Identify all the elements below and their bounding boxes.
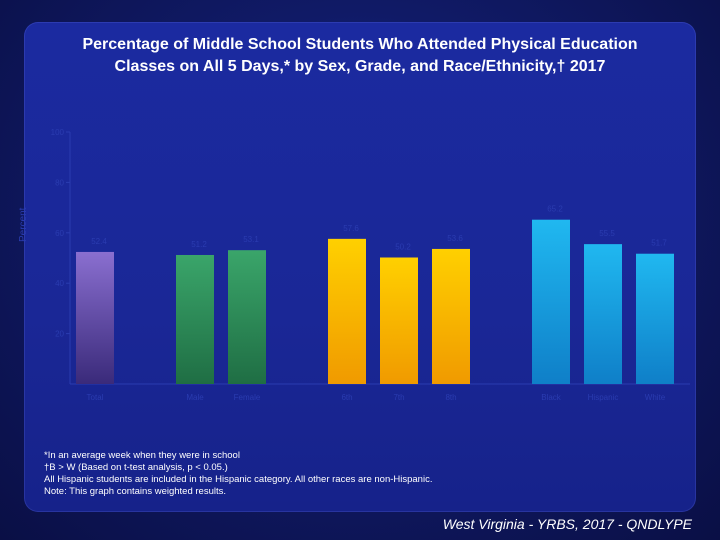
data-label: 53.6 bbox=[447, 234, 463, 243]
bar-black bbox=[532, 219, 570, 384]
data-label: 53.1 bbox=[243, 235, 259, 244]
y-tick-label: 100 bbox=[51, 128, 65, 137]
category-label: 7th bbox=[393, 393, 404, 402]
bar-female bbox=[228, 250, 266, 384]
bar-white bbox=[636, 253, 674, 384]
source-caption: West Virginia - YRBS, 2017 - QNDLYPE bbox=[442, 516, 692, 532]
bar-hispanic bbox=[584, 244, 622, 384]
footnote-4: Note: This graph contains weighted resul… bbox=[44, 486, 227, 497]
category-label: Hispanic bbox=[588, 393, 619, 402]
category-label: Male bbox=[186, 393, 204, 402]
category-label: 8th bbox=[445, 393, 456, 402]
data-label: 51.2 bbox=[191, 240, 207, 249]
data-label: 55.5 bbox=[599, 229, 615, 238]
data-label: 51.7 bbox=[651, 239, 667, 248]
chart-title-line-1: Percentage of Middle School Students Who… bbox=[82, 36, 638, 53]
y-tick-label: 40 bbox=[55, 279, 64, 288]
bar-total bbox=[76, 251, 114, 384]
data-label: 65.2 bbox=[547, 205, 563, 214]
bar-7th bbox=[380, 257, 418, 384]
chart-title-line-2: Classes on All 5 Days,* by Sex, Grade, a… bbox=[114, 58, 606, 75]
category-label: Total bbox=[87, 393, 104, 402]
y-tick-label: 80 bbox=[55, 178, 64, 187]
bar-male bbox=[176, 254, 214, 384]
category-label: White bbox=[645, 393, 666, 402]
footnote-3: All Hispanic students are included in th… bbox=[44, 474, 433, 485]
chart-title: Percentage of Middle School Students Who… bbox=[30, 34, 690, 78]
data-label: 52.4 bbox=[91, 237, 107, 246]
category-label: Black bbox=[541, 393, 562, 402]
data-label: 57.6 bbox=[343, 224, 359, 233]
footnote-2: †B > W (Based on t-test analysis, p < 0.… bbox=[44, 462, 228, 473]
bar-6th bbox=[328, 238, 366, 384]
bar-8th bbox=[432, 248, 470, 384]
category-label: Female bbox=[234, 393, 261, 402]
footnotes: *In an average week when they were in sc… bbox=[44, 450, 664, 498]
y-tick-label: 20 bbox=[55, 330, 64, 339]
footnote-1: *In an average week when they were in sc… bbox=[44, 450, 240, 461]
data-label: 50.2 bbox=[395, 242, 411, 251]
category-label: 6th bbox=[341, 393, 352, 402]
y-tick-label: 60 bbox=[55, 229, 64, 238]
